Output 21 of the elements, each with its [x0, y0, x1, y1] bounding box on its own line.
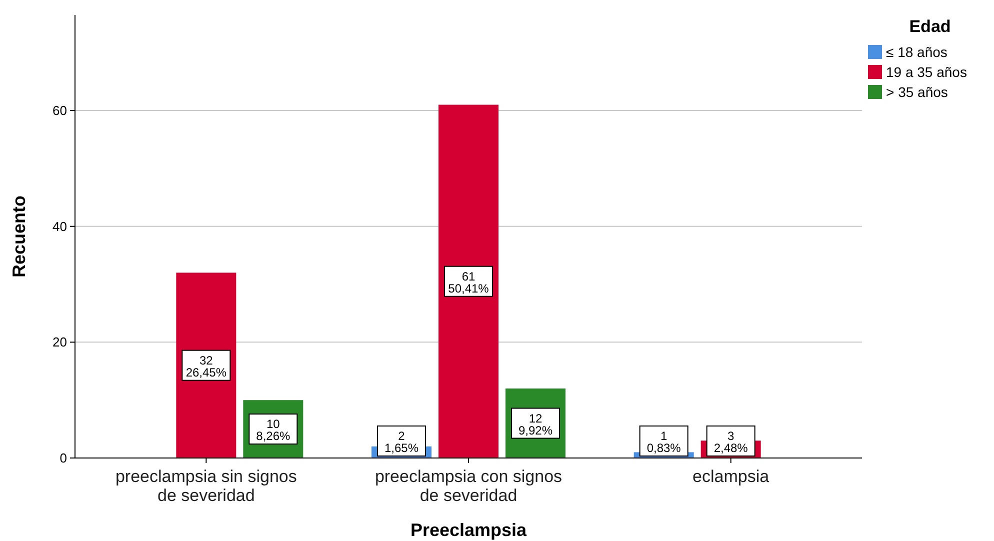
x-tick-label: preeclampsia con signos de severidad [374, 467, 562, 505]
x-tick-label: preeclampsia sin signos de severidad [115, 467, 297, 505]
x-tick-label: eclampsia [692, 467, 770, 486]
data-label: 32 26,45% [186, 353, 227, 380]
y-tick-label: 20 [52, 334, 67, 350]
bar [438, 104, 498, 458]
data-label: 12 9,92% [518, 411, 553, 438]
data-label: 3 2,48% [714, 429, 748, 455]
legend-label: ≤ 18 años [886, 44, 948, 60]
data-label: 1 0,83% [646, 429, 682, 455]
data-label: 10 8,26% [256, 417, 291, 444]
y-tick-label: 0 [60, 450, 67, 466]
y-tick-label: 60 [52, 103, 67, 118]
legend-label: > 35 años [886, 84, 948, 100]
legend-title: Edad [909, 17, 951, 36]
data-label: 2 1,65% [384, 429, 419, 455]
legend-label: 19 a 35 años [886, 64, 967, 80]
y-axis-title: Recuento [9, 195, 29, 278]
data-label: 61 50,41% [448, 269, 490, 296]
y-tick-label: 40 [52, 218, 67, 234]
x-axis-title: Preeclampsia [410, 520, 528, 540]
